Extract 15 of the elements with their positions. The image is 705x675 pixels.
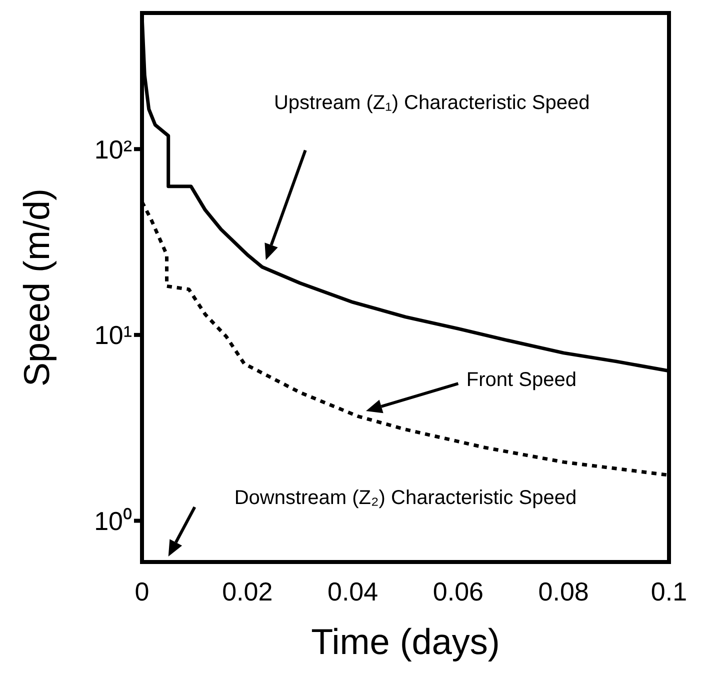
x-tick-label: 0.06 (432, 576, 484, 606)
x-tick-label: 0 (134, 576, 150, 606)
x-tick-label: 0.1 (650, 576, 688, 606)
y-axis-title: Speed (m/d) (16, 188, 57, 387)
line-series (142, 200, 669, 477)
annotation: Upstream (Z₁) Characteristic Speed (274, 92, 590, 114)
y-tick-label: 10⁰ (94, 506, 132, 536)
y-tick-label: 10¹ (94, 320, 132, 350)
y-tick-label: 10² (94, 134, 132, 164)
x-tick-label: 0.02 (222, 576, 273, 606)
annotation: Front Speed (466, 369, 576, 392)
x-tick-label: 0.08 (538, 576, 589, 606)
x-axis-title: Time (days) (311, 621, 500, 662)
annotation: Downstream (Z₂) Characteristic Speed (234, 487, 577, 510)
x-tick-label: 0.04 (327, 576, 378, 606)
